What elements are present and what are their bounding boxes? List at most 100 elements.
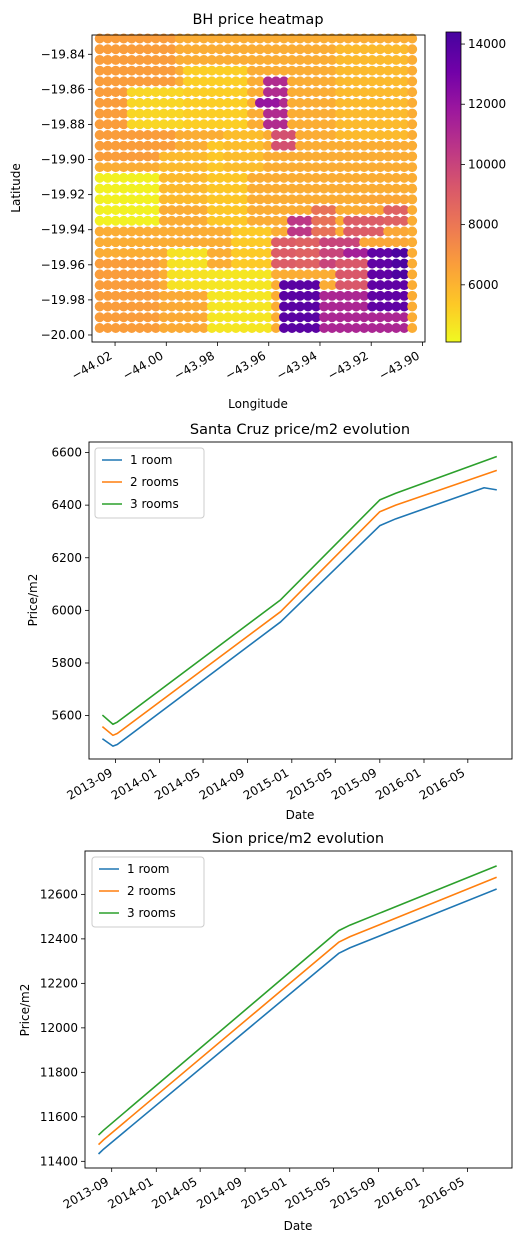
heatmap-cell (303, 97, 313, 108)
heatmap-cell (335, 183, 346, 194)
heatmap-cell (383, 247, 394, 258)
heatmap-cell (254, 54, 265, 65)
plot-frame (91, 34, 426, 343)
heatmap-cell (238, 140, 249, 151)
x-tick-label: −44.02 (69, 348, 114, 382)
heatmap-cell (126, 194, 137, 205)
heatmap-cell (279, 151, 289, 162)
x-tick-label: 2016-05 (417, 765, 467, 802)
heatmap-cell (303, 323, 313, 333)
heatmap-cell (118, 130, 129, 140)
heatmap-cell (118, 140, 129, 151)
heatmap-cell (399, 269, 410, 280)
heatmap-cell (359, 172, 370, 183)
heatmap-cell (166, 151, 177, 162)
heatmap-cell (118, 65, 129, 76)
chart-title: BH price heatmap (192, 12, 323, 28)
heatmap-cell (254, 323, 265, 333)
y-tick-label: −19.88 (41, 117, 85, 131)
heatmap-cell (279, 172, 289, 183)
heatmap-cell (351, 162, 362, 173)
heatmap-cell (391, 44, 402, 55)
y-tick-label: −19.86 (41, 82, 85, 96)
heatmap-cell (335, 108, 346, 119)
heatmap-cell (295, 54, 305, 65)
heatmap-cell (303, 247, 313, 258)
heatmap-cell (246, 194, 257, 205)
heatmap-cell (182, 183, 193, 194)
heatmap-cell (166, 162, 177, 173)
heatmap-cell (118, 151, 129, 162)
heatmap-cell (391, 76, 402, 87)
heatmap-cell (102, 194, 113, 205)
heatmap-cell (359, 205, 370, 216)
heatmap-cell (230, 87, 241, 98)
heatmap-cell (271, 33, 281, 44)
heatmap-cell (206, 194, 217, 205)
heatmap-cell (142, 301, 153, 312)
heatmap-cell (359, 44, 370, 55)
heatmap-cell (198, 323, 209, 333)
heatmap-cell (142, 108, 153, 119)
heatmap-cell (271, 65, 281, 76)
heatmap-cell (174, 215, 185, 226)
heatmap-cell (375, 183, 386, 194)
heatmap-cell (319, 54, 330, 65)
x-tick-label: 2013-09 (65, 765, 115, 802)
heatmap-cell (110, 205, 121, 216)
heatmap-cell (399, 97, 410, 108)
heatmap-cell (222, 301, 233, 312)
heatmap-cell (222, 280, 233, 291)
heatmap-cell (206, 87, 217, 98)
y-tick-label: 12000 (40, 1021, 78, 1035)
series-line-1-room (101, 486, 497, 747)
heatmap-cell (303, 87, 313, 98)
heatmap-cell (391, 172, 402, 183)
heatmap-cell (190, 162, 201, 173)
heatmap-cell (391, 323, 402, 333)
x-tick-label: −43.90 (376, 348, 421, 382)
heatmap-cell (279, 130, 289, 140)
heatmap-cell (230, 237, 241, 248)
heatmap-cell (118, 269, 129, 280)
x-tick-label: 2015-01 (239, 1174, 289, 1211)
heatmap-cell (295, 226, 305, 237)
heatmap-cell (158, 172, 169, 183)
heatmap-cell (222, 87, 233, 98)
x-tick-label: 2015-05 (284, 765, 334, 802)
heatmap-cell (303, 280, 313, 291)
heatmap-cell (246, 183, 257, 194)
heatmap-cell (351, 215, 362, 226)
heatmap-cell (262, 237, 273, 248)
heatmap-cell (134, 33, 145, 44)
heatmap-cell (271, 247, 281, 258)
heatmap-cell (110, 312, 121, 323)
heatmap-cell (319, 258, 330, 269)
heatmap-cell (110, 290, 121, 301)
heatmap-cell (367, 205, 378, 216)
heatmap-cell (230, 65, 241, 76)
heatmap-cell (262, 140, 273, 151)
heatmap-cell (214, 237, 225, 248)
heatmap-cell (287, 108, 297, 119)
heatmap-cell (391, 130, 402, 140)
heatmap-cell (287, 258, 297, 269)
heatmap-cell (174, 323, 185, 333)
heatmap-cell (391, 65, 402, 76)
heatmap-cell (262, 247, 273, 258)
heatmap-cell (198, 226, 209, 237)
heatmap-cell (303, 130, 313, 140)
heatmap-cell (238, 76, 249, 87)
heatmap-cell (399, 130, 410, 140)
heatmap-cell (399, 215, 410, 226)
heatmap-cell (102, 237, 113, 248)
heatmap-cell (319, 172, 330, 183)
heatmap-cell (303, 33, 313, 44)
heatmap-cell (383, 87, 394, 98)
heatmap-cell (118, 226, 129, 237)
heatmap-cell (271, 76, 281, 87)
heatmap-cell (102, 205, 113, 216)
heatmap-cell (359, 258, 370, 269)
y-tick-label: 5800 (51, 656, 82, 670)
heatmap-cell (391, 140, 402, 151)
